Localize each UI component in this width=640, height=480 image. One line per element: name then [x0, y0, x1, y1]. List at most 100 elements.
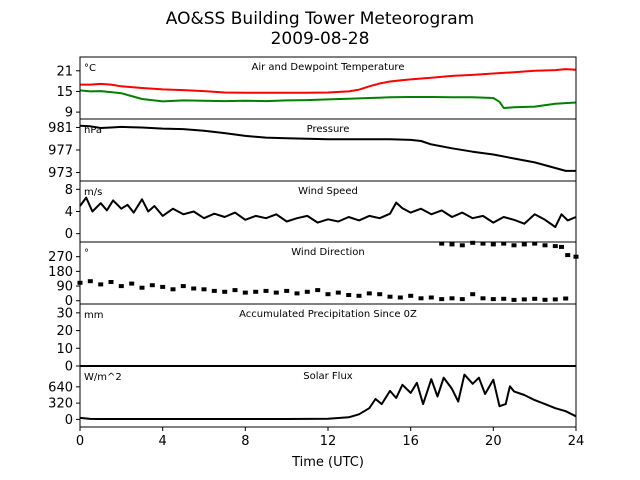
y-tick-label: 10 — [56, 342, 73, 357]
direction-point — [521, 297, 527, 302]
direction-point — [408, 293, 414, 298]
panel-title: Wind Speed — [298, 186, 358, 197]
direction-point — [377, 292, 383, 297]
unit-label: ° — [84, 248, 89, 259]
unit-label: °C — [84, 63, 96, 74]
unit-label: W/m^2 — [84, 372, 122, 383]
direction-point — [542, 243, 548, 248]
direction-point — [397, 295, 403, 300]
direction-point — [98, 282, 104, 287]
x-tick-label: 8 — [241, 434, 249, 449]
x-tick-label: 24 — [568, 434, 585, 449]
direction-point — [242, 290, 248, 295]
y-tick-label: 981 — [48, 121, 73, 136]
y-tick-label: 90 — [56, 280, 73, 295]
direction-point — [480, 241, 486, 246]
y-tick-label: 0 — [65, 294, 73, 309]
y-tick-label: 9 — [65, 106, 73, 121]
direction-point — [532, 296, 538, 301]
direction-point — [511, 243, 517, 248]
panel-4: Accumulated Precipitation Since 0Z mm 0 10 2… — [56, 303, 577, 375]
x-tick-label: 0 — [76, 434, 84, 449]
panel-2: Wind Speed m/s 0 4 8 — [65, 180, 577, 243]
direction-point — [387, 294, 393, 299]
y-tick-label: 0 — [65, 360, 73, 375]
direction-point — [559, 244, 564, 249]
direction-point — [284, 288, 290, 293]
y-tick-label: 320 — [48, 397, 73, 412]
y-tick-label: 973 — [48, 166, 73, 181]
direction-point — [521, 242, 527, 247]
unit-label: hPa — [84, 125, 102, 136]
direction-point — [501, 241, 507, 246]
direction-point — [129, 281, 135, 286]
direction-point — [294, 291, 300, 296]
direction-point — [565, 253, 571, 258]
panel-title: Air and Dewpoint Temperature — [252, 62, 405, 73]
direction-point — [335, 290, 341, 295]
direction-point — [470, 292, 476, 297]
direction-point — [459, 243, 465, 248]
y-tick-label: 977 — [48, 144, 73, 159]
direction-point — [356, 293, 362, 298]
direction-point — [108, 280, 114, 284]
series-line-0 — [79, 124, 576, 172]
direction-point — [480, 296, 486, 301]
panel-title: Solar Flux — [303, 371, 353, 382]
x-tick-label: 12 — [320, 434, 337, 449]
direction-point — [552, 244, 558, 249]
direction-point — [170, 287, 176, 292]
direction-point — [222, 289, 228, 294]
direction-point — [490, 242, 496, 247]
direction-point — [366, 291, 372, 296]
direction-point — [449, 296, 455, 301]
series-line-1 — [79, 89, 577, 109]
direction-point — [201, 287, 207, 292]
direction-point — [346, 293, 352, 297]
direction-point — [273, 290, 279, 295]
direction-point — [149, 283, 155, 288]
panel-1: Pressure hPa 973 977 981 — [48, 118, 577, 182]
y-tick-label: 0 — [65, 227, 73, 242]
series-line-0 — [79, 196, 577, 228]
direction-point — [439, 297, 445, 302]
direction-point — [542, 297, 548, 302]
x-tick-label: 16 — [402, 434, 419, 449]
direction-point — [232, 288, 238, 293]
panel-title: Pressure — [307, 124, 350, 135]
direction-point — [563, 296, 569, 301]
direction-point — [87, 279, 93, 284]
direction-point — [428, 295, 434, 300]
y-tick-label: 180 — [48, 265, 73, 280]
y-tick-label: 270 — [48, 250, 73, 265]
x-axis-label: Time (UTC) — [291, 455, 364, 470]
x-tick-label: 20 — [485, 434, 502, 449]
series-line-0 — [79, 373, 577, 420]
unit-label: m/s — [84, 187, 102, 198]
direction-point — [180, 284, 186, 289]
y-tick-label: 21 — [56, 64, 73, 79]
direction-point — [160, 284, 166, 289]
panel-title: Wind Direction — [291, 247, 365, 258]
direction-point — [315, 288, 321, 293]
panel-0: Air and Dewpoint Temperature °C 9 15 21 — [56, 56, 577, 121]
direction-point — [490, 297, 496, 302]
figure-title-line2: 2009-08-28 — [271, 29, 370, 49]
figure-title-line1: AO&SS Building Tower Meteorogram — [166, 9, 474, 29]
x-tick-label: 4 — [159, 434, 167, 449]
direction-point — [325, 292, 331, 297]
y-tick-label: 8 — [65, 183, 73, 198]
y-tick-label: 640 — [48, 380, 73, 395]
unit-label: mm — [84, 310, 103, 321]
direction-point — [470, 240, 476, 245]
y-tick-label: 0 — [65, 413, 73, 428]
direction-point — [439, 241, 445, 246]
direction-point — [139, 285, 145, 290]
y-tick-label: 30 — [56, 306, 73, 321]
direction-point — [304, 289, 310, 294]
direction-point — [211, 288, 217, 293]
direction-point — [253, 289, 259, 294]
direction-point — [118, 284, 124, 289]
